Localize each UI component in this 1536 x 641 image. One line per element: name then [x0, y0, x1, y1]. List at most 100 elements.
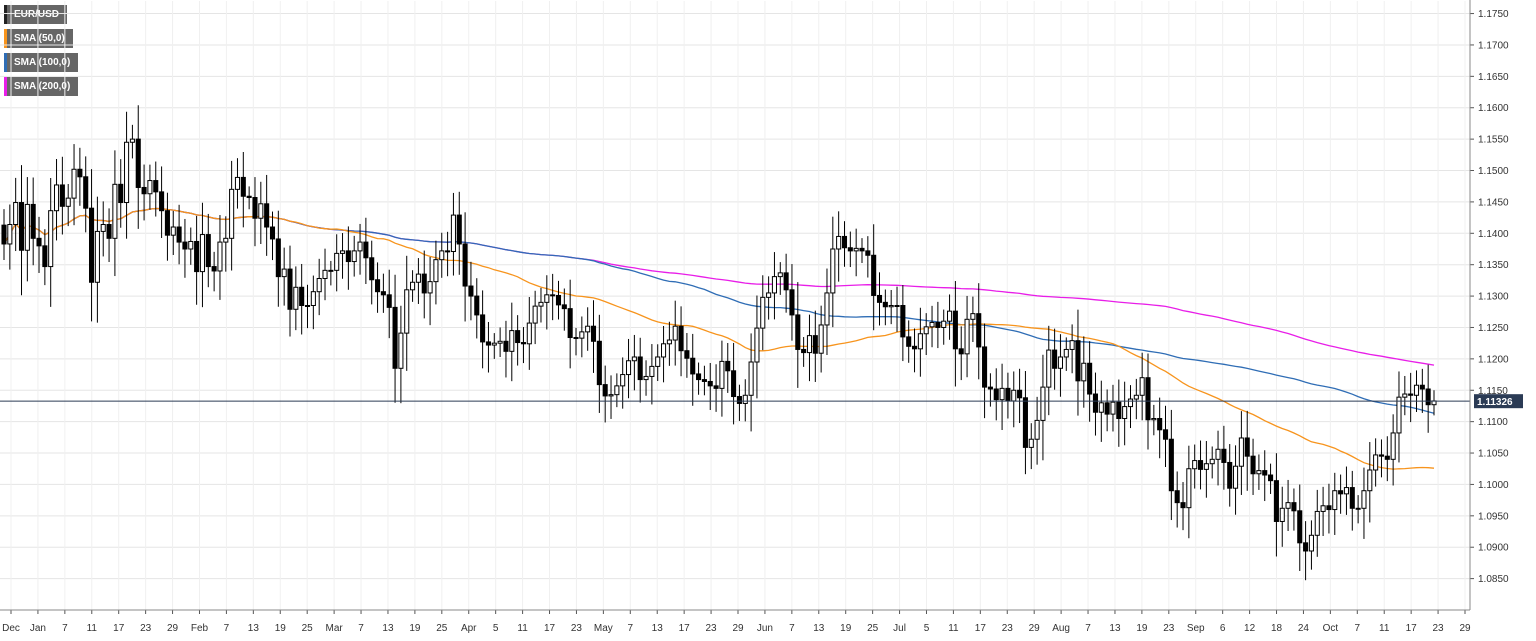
candle-body — [334, 252, 340, 271]
candle-body — [445, 250, 451, 253]
candle-body — [1104, 402, 1110, 415]
candle-body — [1308, 534, 1314, 552]
y-tick-label: 1.1550 — [1478, 135, 1509, 146]
candle-body — [246, 195, 252, 199]
x-tick-label: 7 — [224, 623, 230, 634]
candle-body — [339, 250, 346, 254]
candle-body — [620, 374, 626, 387]
candle-body — [970, 313, 976, 320]
x-tick-label: 13 — [652, 623, 664, 634]
candle-body — [532, 305, 538, 324]
sma-50-line — [3, 207, 1435, 470]
candle-body — [1233, 465, 1239, 489]
candle-body — [608, 394, 614, 397]
candle-body — [170, 226, 176, 236]
candle-body — [30, 203, 36, 239]
candle-body — [310, 291, 316, 306]
candle-body — [1390, 432, 1396, 460]
candle-body — [269, 226, 276, 240]
candle-body — [567, 308, 573, 339]
candle-body — [1092, 393, 1099, 413]
last-price-label: 1.11326 — [1477, 397, 1513, 408]
candle-body — [719, 360, 725, 389]
candle-body — [36, 237, 42, 247]
candle-body — [911, 345, 918, 350]
y-tick-label: 1.1600 — [1478, 103, 1509, 114]
candle-body — [666, 339, 672, 345]
candle-body — [264, 203, 270, 228]
candle-body — [1238, 437, 1244, 467]
candle-body — [1157, 418, 1163, 431]
candle-body — [748, 361, 754, 396]
candle-body — [1151, 418, 1157, 421]
sma-200-line-group — [3, 207, 1435, 366]
legend-item-eurusd[interactable]: EUR/USD — [4, 5, 68, 24]
candle-body — [824, 292, 830, 326]
candle-body — [118, 183, 124, 204]
x-tick-label: 23 — [140, 623, 152, 634]
legend-item-sma-200[interactable]: SMA (200,0) — [4, 77, 79, 96]
candle-body — [194, 240, 200, 273]
candle-body — [199, 234, 205, 273]
y-tick-label: 1.1150 — [1478, 386, 1508, 397]
y-tick-label: 1.1200 — [1478, 354, 1509, 365]
candle-body — [1081, 362, 1087, 382]
candle-body — [153, 180, 159, 193]
candle-body — [42, 245, 48, 268]
candle-body — [363, 241, 369, 259]
candle-body — [1005, 387, 1011, 402]
candle-body — [1303, 542, 1309, 552]
candle-body — [520, 342, 527, 345]
sma-100-line-group — [3, 207, 1435, 414]
candle-body — [410, 281, 416, 291]
candle-body — [77, 168, 83, 178]
x-tick-label: Mar — [325, 623, 343, 634]
candle-body — [958, 348, 964, 355]
candle-body — [427, 281, 433, 294]
candle-body — [1098, 402, 1104, 413]
candle-body — [485, 341, 491, 346]
candle-body — [1314, 510, 1320, 536]
candle-body — [1022, 397, 1028, 448]
x-tick-label: 7 — [789, 623, 795, 634]
legend-item-sma-100[interactable]: SMA (100,0) — [4, 53, 79, 72]
x-tick-label: 23 — [1433, 623, 1445, 634]
x-tick-label: 17 — [113, 623, 125, 634]
candle-body — [777, 272, 783, 278]
candle-body — [357, 241, 363, 252]
candle-body — [1052, 349, 1058, 369]
candle-body — [100, 224, 106, 232]
candle-body — [696, 373, 702, 381]
x-tick-label: 5 — [924, 623, 930, 634]
candle-body — [596, 340, 602, 386]
candle-body — [223, 237, 229, 243]
candle-body — [894, 305, 900, 307]
x-tick-label: 23 — [1002, 623, 1014, 634]
x-tick-label: 18 — [1271, 623, 1283, 634]
candle-body — [707, 380, 713, 387]
candle-body — [1250, 455, 1256, 475]
candle-body — [585, 325, 591, 333]
candle-body — [129, 138, 135, 143]
candle-body — [766, 292, 772, 298]
x-tick-label: 7 — [358, 623, 364, 634]
x-tick-label: 25 — [436, 623, 448, 634]
x-tick-label: 23 — [706, 623, 718, 634]
candle-body — [65, 197, 71, 207]
legend-label: SMA (200,0) — [14, 81, 71, 92]
y-tick-label: 1.1700 — [1478, 40, 1509, 51]
candle-body — [725, 360, 731, 372]
candles — [1, 105, 1437, 581]
candle-body — [234, 176, 241, 190]
candle-body — [1378, 454, 1385, 457]
candle-body — [923, 326, 929, 335]
x-axis: Dec Jan 7 11 17 23 29 Feb 7 13 19 25 Mar 7 13 19 25 Apr 5 1… — [0, 609, 1471, 634]
candle-body — [573, 337, 579, 340]
candle-body — [415, 273, 421, 283]
y-tick-label: 1.1250 — [1478, 323, 1509, 334]
candle-body — [649, 365, 655, 377]
y-tick-label: 1.1350 — [1478, 260, 1509, 271]
candle-body — [509, 330, 515, 352]
candle-body — [462, 243, 468, 287]
